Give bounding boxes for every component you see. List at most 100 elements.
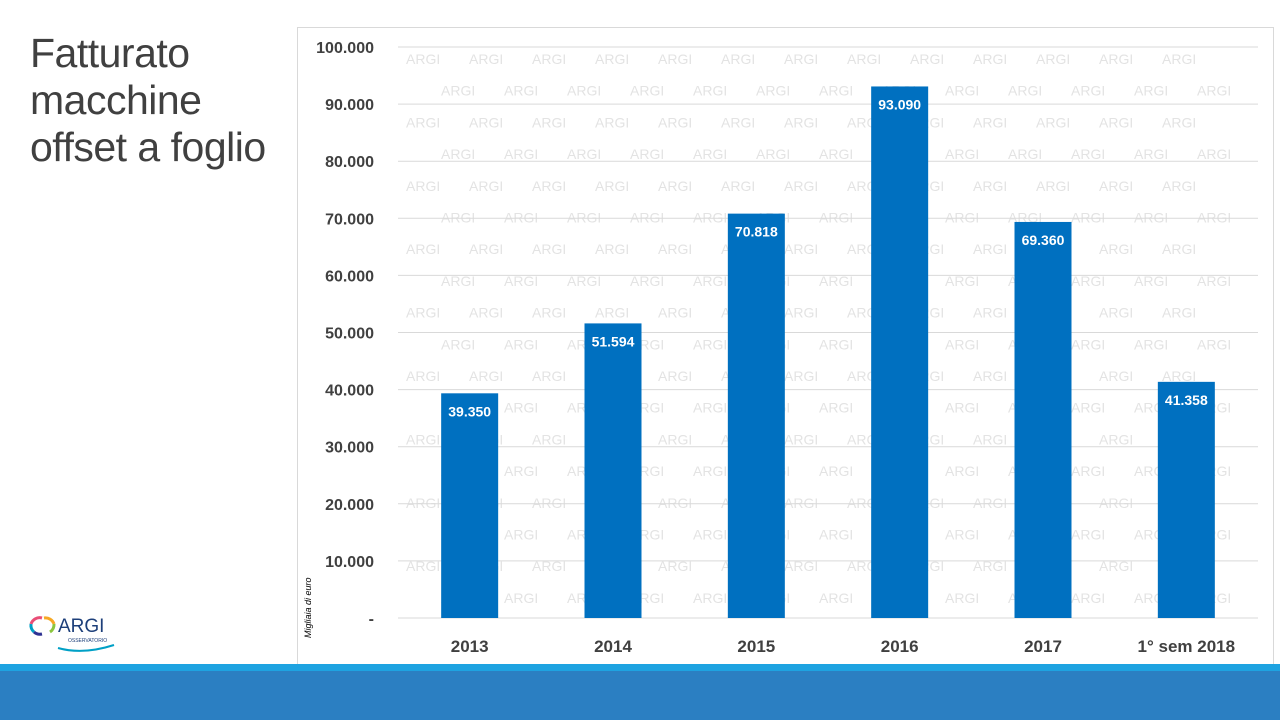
watermark-text: ARGI — [819, 463, 853, 479]
watermark-text: ARGI — [441, 146, 475, 162]
y-axis-ticks: - 10.000 20.000 30.000 40.000 50.000 60.000 70.… — [316, 40, 374, 628]
watermark-text: ARGI — [1099, 368, 1133, 384]
watermark-text: ARGI — [693, 210, 727, 226]
watermark-text: ARGI — [1099, 495, 1133, 511]
watermark-text: ARGI — [406, 495, 440, 511]
watermark-text: ARGI — [945, 273, 979, 289]
watermark-text: ARGI — [693, 336, 727, 352]
watermark-text: ARGI — [1197, 146, 1231, 162]
watermark-text: ARGI — [1134, 336, 1168, 352]
watermark-text: ARGI — [1099, 241, 1133, 257]
watermark-text: ARGI — [532, 241, 566, 257]
y-tick-label: - — [369, 611, 374, 628]
watermark-text: ARGI — [819, 210, 853, 226]
watermark-text: ARGI — [406, 51, 440, 67]
watermark-text: ARGI — [1134, 210, 1168, 226]
watermark-text: ARGI — [1197, 210, 1231, 226]
watermark-text: ARGI — [1197, 273, 1231, 289]
watermark-text: ARGI — [784, 558, 818, 574]
watermark-text: ARGI — [469, 51, 503, 67]
watermark-text: ARGI — [973, 305, 1007, 321]
watermark-text: ARGI — [756, 83, 790, 99]
watermark-text: ARGI — [595, 51, 629, 67]
x-tick-label: 2013 — [451, 637, 489, 656]
watermark-text: ARGI — [441, 273, 475, 289]
watermark-text: ARGI — [819, 527, 853, 543]
watermark-text: ARGI — [567, 210, 601, 226]
watermark-text: ARGI — [406, 431, 440, 447]
watermark-text: ARGI — [784, 241, 818, 257]
data-labels: 39.350 51.594 70.818 93.090 69.360 41.358 — [448, 96, 1208, 419]
bar — [1014, 221, 1072, 618]
watermark-text: ARGI — [945, 590, 979, 606]
watermark-text: ARGI — [567, 146, 601, 162]
watermark-text: ARGI — [406, 241, 440, 257]
gridlines — [398, 46, 1258, 619]
watermark-text: ARGI — [784, 178, 818, 194]
watermark-text: ARGI — [784, 114, 818, 130]
data-label: 39.350 — [448, 403, 491, 419]
argi-logo-icon: ARGI OSSERVATORIO — [29, 616, 115, 652]
watermark-text: ARGI — [630, 210, 664, 226]
watermark-text: ARGI — [1099, 305, 1133, 321]
watermark-text: ARGI — [693, 463, 727, 479]
watermark-pattern: ARGI ARGI ARGI ARGI ARGI ARGI ARGI ARGI ARGI ARGI… — [406, 51, 1231, 606]
watermark-text: ARGI — [532, 558, 566, 574]
watermark-text: ARGI — [847, 51, 881, 67]
watermark-text: ARGI — [469, 241, 503, 257]
slide-title-line: macchine — [30, 77, 202, 123]
watermark-text: ARGI — [595, 114, 629, 130]
watermark-text: ARGI — [1071, 146, 1105, 162]
watermark-text: ARGI — [819, 273, 853, 289]
watermark-text: ARGI — [945, 336, 979, 352]
watermark-text: ARGI — [406, 368, 440, 384]
watermark-text: ARGI — [504, 146, 538, 162]
watermark-text: ARGI — [784, 431, 818, 447]
watermark-text: ARGI — [504, 273, 538, 289]
bars — [441, 86, 1215, 619]
x-tick-label: 1° sem 2018 — [1138, 637, 1236, 656]
watermark-text: ARGI — [721, 178, 755, 194]
watermark-text: ARGI — [1099, 178, 1133, 194]
watermark-text: ARGI — [973, 495, 1007, 511]
watermark-text: ARGI — [1008, 146, 1042, 162]
watermark-text: ARGI — [441, 83, 475, 99]
watermark-text: ARGI — [1099, 558, 1133, 574]
watermark-text: ARGI — [469, 178, 503, 194]
footer-band — [0, 671, 1280, 720]
watermark-text: ARGI — [406, 114, 440, 130]
watermark-text: ARGI — [532, 431, 566, 447]
watermark-text: ARGI — [1071, 83, 1105, 99]
watermark-text: ARGI — [504, 463, 538, 479]
watermark-text: ARGI — [658, 178, 692, 194]
bar — [871, 86, 929, 618]
watermark-text: ARGI — [504, 210, 538, 226]
watermark-text: ARGI — [658, 51, 692, 67]
watermark-text: ARGI — [784, 51, 818, 67]
y-tick-label: 70.000 — [325, 211, 374, 228]
watermark-text: ARGI — [1162, 51, 1196, 67]
watermark-text: ARGI — [532, 114, 566, 130]
x-tick-label: 2015 — [737, 637, 775, 656]
watermark-text: ARGI — [658, 305, 692, 321]
y-tick-label: 100.000 — [316, 40, 374, 57]
watermark-text: ARGI — [1099, 114, 1133, 130]
watermark-text: ARGI — [973, 431, 1007, 447]
watermark-text: ARGI — [532, 305, 566, 321]
watermark-text: ARGI — [693, 400, 727, 416]
watermark-text: ARGI — [1071, 400, 1105, 416]
watermark-text: ARGI — [945, 400, 979, 416]
watermark-text: ARGI — [504, 590, 538, 606]
watermark-text: ARGI — [819, 83, 853, 99]
watermark-text: ARGI — [819, 590, 853, 606]
watermark-text: ARGI — [658, 558, 692, 574]
watermark-text: ARGI — [693, 83, 727, 99]
watermark-text: ARGI — [595, 305, 629, 321]
y-tick-label: 90.000 — [325, 97, 374, 114]
bar — [584, 323, 642, 618]
watermark-text: ARGI — [1071, 336, 1105, 352]
y-tick-label: 80.000 — [325, 154, 374, 171]
watermark-text: ARGI — [819, 400, 853, 416]
watermark-text: ARGI — [532, 178, 566, 194]
watermark-text: ARGI — [784, 495, 818, 511]
